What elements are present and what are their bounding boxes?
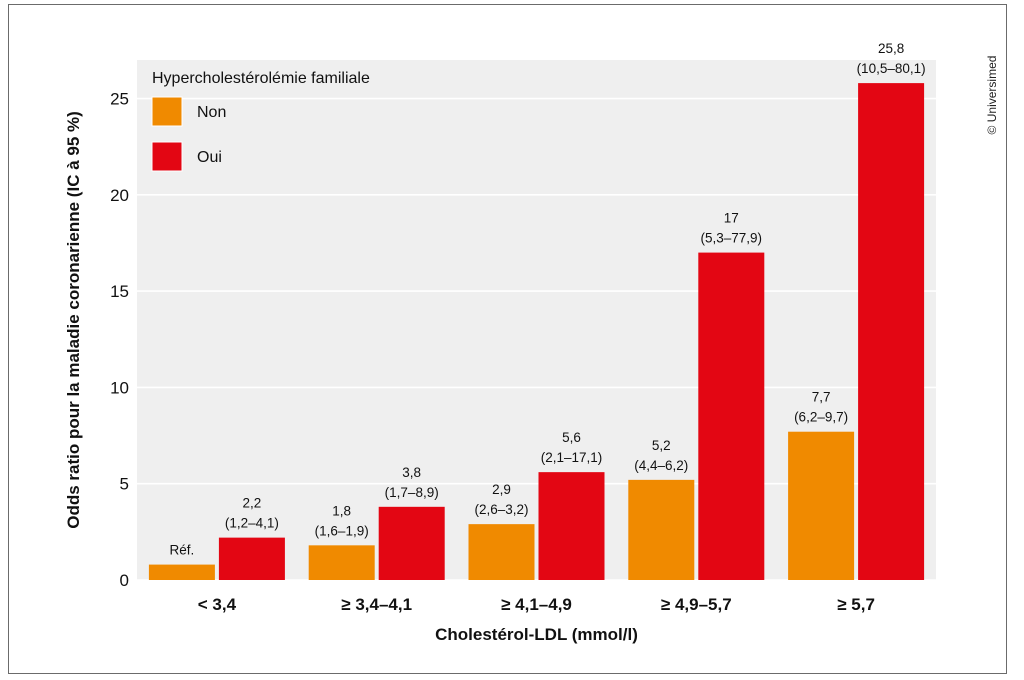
bar-oui-1	[378, 506, 445, 580]
data-labels: Réf. 2,2 (1,2–4,1) 1,8 (1,6–1,9) 3,8 (1,7–8,9)…	[170, 41, 926, 557]
bar-non-2	[468, 524, 535, 580]
x-tick-label: < 3,4	[198, 595, 237, 614]
figure-frame: 0 5 10 15 20 25 Réf. 2,2 (1,2–4,1) 1,8 (1,6–1,9) 3…	[8, 4, 1007, 674]
bar-non-1	[308, 545, 375, 580]
legend: Hypercholestérolémie familiale Non Oui	[151, 70, 370, 172]
y-tick-label: 25	[110, 90, 129, 109]
bar-chart: 0 5 10 15 20 25 Réf. 2,2 (1,2–4,1) 1,8 (1,6–1,9) 3…	[64, 41, 999, 644]
data-label: (1,2–4,1)	[225, 516, 279, 531]
x-tick-label: ≥ 5,7	[837, 595, 875, 614]
y-tick-labels: 0 5 10 15 20 25	[110, 90, 129, 590]
data-label: 5,2	[652, 438, 671, 453]
y-tick-label: 15	[110, 282, 129, 301]
data-label: (2,1–17,1)	[541, 450, 603, 465]
data-label: 2,2	[243, 496, 262, 511]
data-label: (10,5–80,1)	[857, 61, 926, 76]
data-label: (1,6–1,9)	[315, 523, 369, 538]
y-tick-label: 10	[110, 378, 129, 397]
bar-oui-2	[538, 472, 605, 580]
x-tick-label: ≥ 3,4–4,1	[341, 595, 412, 614]
data-label: (5,3–77,9)	[701, 231, 763, 246]
data-label: (4,4–6,2)	[634, 458, 688, 473]
data-label: 3,8	[402, 465, 421, 480]
y-tick-label: 0	[120, 571, 129, 590]
data-label: (2,6–3,2)	[474, 502, 528, 517]
bar-non-4	[788, 431, 855, 580]
x-tick-labels: < 3,4 ≥ 3,4–4,1 ≥ 4,1–4,9 ≥ 4,9–5,7 ≥ 5,7	[198, 595, 875, 614]
data-label: Réf.	[170, 543, 195, 558]
data-label: (6,2–9,7)	[794, 410, 848, 425]
legend-swatch-non	[151, 96, 183, 127]
legend-label-non: Non	[197, 104, 226, 121]
bar-oui-4	[858, 83, 925, 580]
data-label: 17	[724, 211, 739, 226]
legend-swatch-oui	[151, 141, 183, 172]
bar-oui-3	[698, 252, 765, 580]
data-label: (1,7–8,9)	[385, 485, 439, 500]
legend-title: Hypercholestérolémie familiale	[152, 70, 370, 87]
bar-non-0	[148, 564, 215, 580]
y-tick-label: 20	[110, 186, 129, 205]
x-tick-label: ≥ 4,9–5,7	[661, 595, 732, 614]
data-label: 7,7	[812, 390, 831, 405]
data-label: 25,8	[878, 41, 904, 56]
data-label: 5,6	[562, 430, 581, 445]
y-axis-title: Odds ratio pour la maladie coronarienne …	[64, 111, 83, 529]
bar-oui-0	[218, 537, 285, 580]
data-label: 2,9	[492, 482, 511, 497]
data-label: 1,8	[332, 503, 351, 518]
legend-label-oui: Oui	[197, 149, 222, 166]
copyright-notice: © Universimed	[985, 56, 999, 135]
bars	[148, 83, 925, 580]
bar-non-3	[628, 479, 695, 580]
x-tick-label: ≥ 4,1–4,9	[501, 595, 572, 614]
y-tick-label: 5	[120, 475, 129, 494]
x-axis-title: Cholestérol-LDL (mmol/l)	[435, 625, 638, 644]
